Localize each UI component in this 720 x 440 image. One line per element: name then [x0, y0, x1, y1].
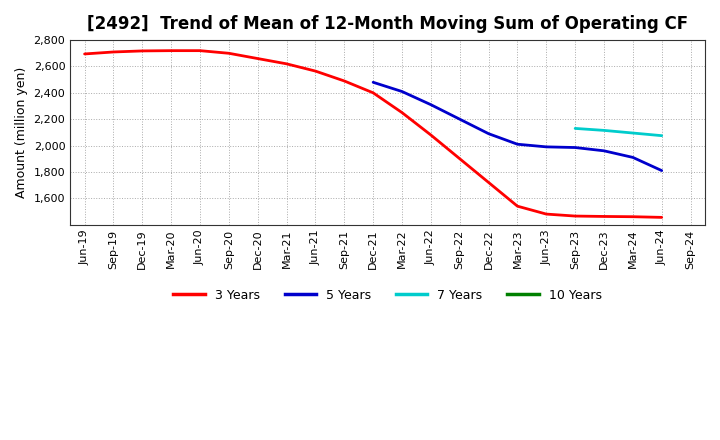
- 5 Years: [485, 131, 493, 136]
- 3 Years: [397, 110, 406, 115]
- Legend: 3 Years, 5 Years, 7 Years, 10 Years: 3 Years, 5 Years, 7 Years, 10 Years: [168, 284, 607, 307]
- 3 Years: [456, 156, 464, 161]
- 5 Years: [571, 145, 580, 150]
- 7 Years: [600, 128, 608, 133]
- Title: [2492]  Trend of Mean of 12-Month Moving Sum of Operating CF: [2492] Trend of Mean of 12-Month Moving …: [87, 15, 688, 33]
- 7 Years: [571, 126, 580, 131]
- 3 Years: [485, 180, 493, 185]
- 3 Years: [225, 51, 233, 56]
- 5 Years: [542, 144, 551, 150]
- 5 Years: [397, 89, 406, 94]
- 3 Years: [138, 48, 147, 54]
- 7 Years: [629, 130, 637, 136]
- 3 Years: [657, 215, 666, 220]
- 3 Years: [369, 90, 377, 95]
- 3 Years: [629, 214, 637, 220]
- 5 Years: [513, 142, 522, 147]
- 3 Years: [571, 213, 580, 219]
- 3 Years: [513, 204, 522, 209]
- 3 Years: [282, 61, 291, 66]
- 3 Years: [340, 78, 348, 84]
- 7 Years: [657, 133, 666, 138]
- 5 Years: [369, 80, 377, 85]
- Y-axis label: Amount (million yen): Amount (million yen): [15, 67, 28, 198]
- 5 Years: [629, 155, 637, 160]
- 3 Years: [600, 214, 608, 219]
- 3 Years: [80, 51, 89, 57]
- 3 Years: [542, 212, 551, 217]
- 3 Years: [109, 49, 118, 55]
- 5 Years: [426, 102, 435, 107]
- Line: 5 Years: 5 Years: [373, 82, 662, 171]
- 5 Years: [657, 168, 666, 173]
- Line: 7 Years: 7 Years: [575, 128, 662, 136]
- 3 Years: [311, 69, 320, 74]
- 3 Years: [167, 48, 176, 53]
- Line: 3 Years: 3 Years: [84, 51, 662, 217]
- 3 Years: [426, 132, 435, 138]
- 3 Years: [196, 48, 204, 53]
- 5 Years: [456, 117, 464, 122]
- 3 Years: [253, 56, 262, 61]
- 5 Years: [600, 148, 608, 154]
